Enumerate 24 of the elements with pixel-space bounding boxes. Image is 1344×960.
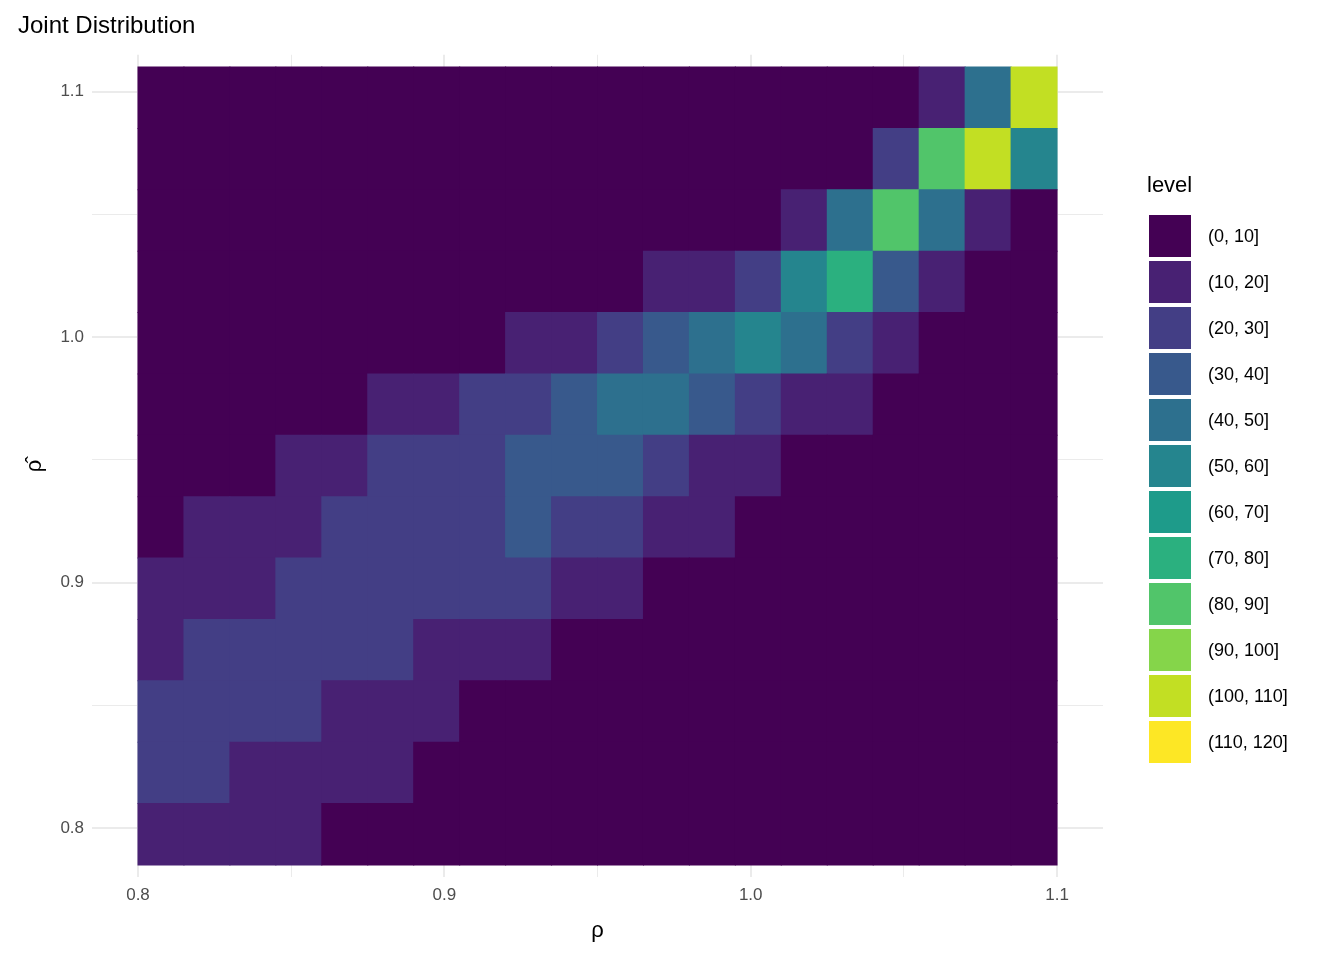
y-tick-label: 1.1: [60, 81, 85, 101]
color-bar-label: (50, 60]: [1208, 455, 1270, 476]
color-bar-label: (80, 90]: [1208, 593, 1270, 614]
x-tick-label: 1.1: [1045, 885, 1069, 905]
color-bar-label: (70, 80]: [1208, 547, 1270, 568]
color-bar-label: (20, 30]: [1208, 317, 1270, 338]
color-bar-label: (100, 110]: [1208, 685, 1288, 706]
color-bar-label: (110, 120]: [1208, 731, 1288, 752]
x-tick-label: 0.8: [126, 885, 150, 905]
y-tick-label: 0.9: [60, 572, 85, 592]
color-bar-title: level: [1147, 172, 1193, 198]
x-axis-title: ρ: [591, 916, 604, 942]
color-bar-label: (30, 40]: [1208, 363, 1270, 384]
chart-title: Joint Distribution: [18, 11, 196, 39]
color-bar-label: (0, 10]: [1208, 225, 1260, 246]
y-tick-label: 0.8: [60, 817, 85, 837]
x-tick-label: 0.9: [432, 885, 457, 905]
color-bar-label: (10, 20]: [1208, 271, 1270, 292]
color-bar-label: (40, 50]: [1208, 409, 1270, 430]
color-bar-label: (90, 100]: [1208, 639, 1280, 660]
color-bar-label: (60, 70]: [1208, 501, 1270, 522]
y-tick-label: 1.0: [60, 326, 85, 346]
y-axis-title: ρ̂: [21, 455, 47, 473]
x-tick-label: 1.0: [738, 885, 763, 905]
